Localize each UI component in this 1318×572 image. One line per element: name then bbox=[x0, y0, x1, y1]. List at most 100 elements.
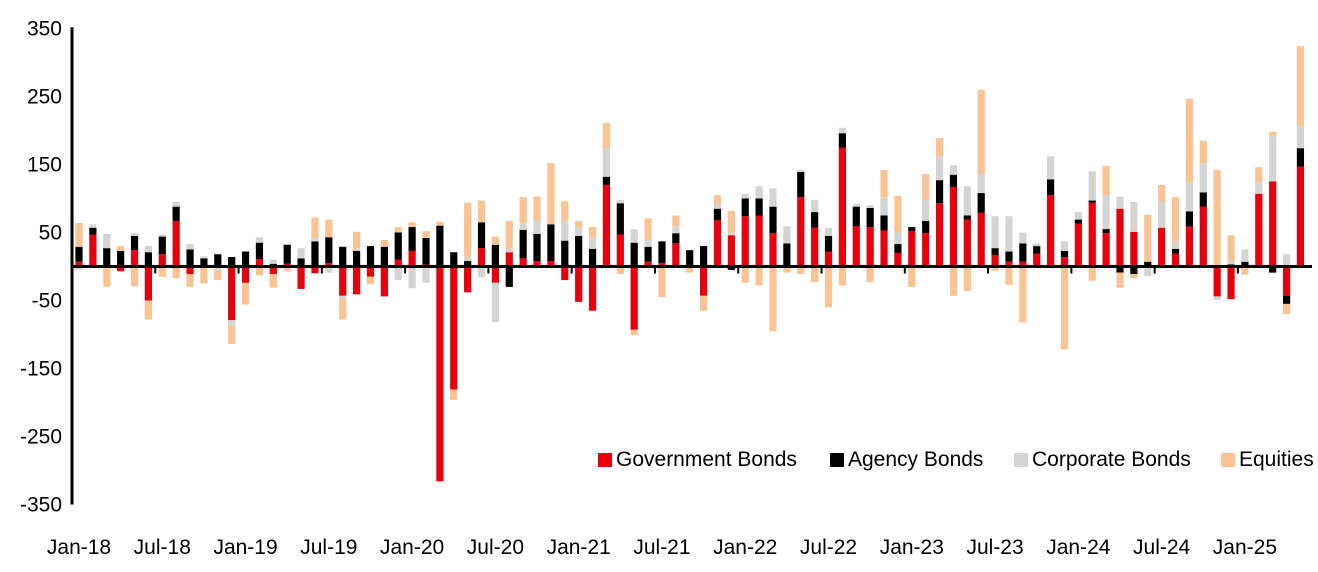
bar-segment-agency-Oct-24 bbox=[1199, 192, 1207, 207]
bar-segment-corporate-Aug-18 bbox=[172, 201, 180, 207]
bar-segment-corporate-Mar-23 bbox=[935, 156, 944, 181]
bar-segment-agency-Mar-23 bbox=[935, 180, 944, 204]
bar-segment-corporate-May-24 bbox=[1130, 201, 1138, 232]
bar-segment-corporate-Apr-24 bbox=[1116, 196, 1124, 209]
bar-segment-government-Aug-20 bbox=[505, 252, 513, 267]
bar-segment-corporate-Mar-18 bbox=[103, 233, 111, 249]
bar-segment-equities-Feb-21 bbox=[588, 227, 597, 238]
bar-segment-agency-Jul-18 bbox=[158, 236, 166, 255]
bar-segment-government-Jan-20 bbox=[408, 250, 416, 267]
bar-segment-agency-Dec-19 bbox=[394, 232, 402, 260]
bar-segment-corporate-Oct-22 bbox=[866, 205, 874, 209]
bar-segment-corporate-Apr-21 bbox=[616, 199, 624, 204]
bar-segment-corporate-May-23 bbox=[963, 186, 971, 216]
bar-segment-agency-Apr-18 bbox=[117, 250, 125, 267]
bar-segment-equities-Jun-18 bbox=[144, 300, 152, 320]
bar-segment-equities-May-25 bbox=[1296, 46, 1305, 127]
x-axis-label: Jan-19 bbox=[213, 536, 277, 559]
bar-segment-government-Mar-23 bbox=[935, 203, 944, 267]
bar-segment-agency-Jan-21 bbox=[575, 235, 583, 267]
y-axis-label: 350 bbox=[27, 18, 62, 41]
bar-segment-government-Jun-21 bbox=[644, 261, 652, 267]
bar-segment-agency-May-19 bbox=[297, 258, 305, 267]
legend-label-agency: Agency Bonds bbox=[848, 448, 983, 471]
bar-segment-equities-Jul-21 bbox=[658, 266, 666, 298]
bar-segment-corporate-Feb-20 bbox=[422, 266, 430, 283]
bar-segment-equities-Jan-20 bbox=[408, 222, 416, 228]
bar-segment-equities-Mar-25 bbox=[1269, 131, 1277, 136]
bar-segment-corporate-Jul-23 bbox=[991, 216, 999, 249]
bar-segment-corporate-Apr-23 bbox=[949, 165, 958, 175]
bar-segment-equities-Dec-22 bbox=[894, 195, 902, 233]
bar-segment-government-Jul-23 bbox=[991, 254, 999, 267]
bar-segment-government-Feb-23 bbox=[922, 233, 930, 267]
bar-segment-corporate-Aug-21 bbox=[672, 226, 680, 234]
bar-segment-government-Apr-23 bbox=[949, 186, 958, 267]
bar-segment-government-Feb-19 bbox=[255, 259, 264, 267]
bar-segment-agency-Oct-20 bbox=[533, 233, 541, 262]
bar-segment-agency-Feb-19 bbox=[255, 242, 264, 260]
bar-segment-government-Oct-22 bbox=[866, 227, 874, 267]
bar-segment-government-Feb-18 bbox=[89, 234, 97, 267]
bar-segment-corporate-Feb-22 bbox=[755, 186, 763, 199]
bar-segment-equities-Aug-20 bbox=[505, 220, 513, 249]
bar-segment-equities-Oct-20 bbox=[533, 196, 541, 221]
bar-segment-agency-Jan-22 bbox=[741, 198, 749, 217]
bar-segment-corporate-Jun-21 bbox=[644, 239, 652, 247]
bar-segment-equities-Dec-21 bbox=[727, 210, 735, 233]
bar-segment-equities-Mar-22 bbox=[769, 266, 777, 332]
bar-segment-government-May-19 bbox=[297, 266, 305, 289]
bar-segment-corporate-Sep-20 bbox=[519, 222, 527, 230]
bar-segment-agency-Jan-25 bbox=[1241, 261, 1249, 267]
bar-segment-government-Oct-21 bbox=[700, 266, 708, 296]
bar-segment-equities-Apr-19 bbox=[283, 266, 291, 271]
bar-segment-government-Apr-25 bbox=[1282, 266, 1291, 296]
x-axis-label: Jan-18 bbox=[47, 536, 111, 559]
bar-segment-corporate-Jul-24 bbox=[1158, 201, 1166, 228]
y-axis-label: -150 bbox=[20, 358, 62, 381]
bar-segment-corporate-Feb-24 bbox=[1088, 171, 1096, 201]
bar-segment-corporate-Aug-19 bbox=[339, 295, 347, 300]
bar-segment-equities-Jul-18 bbox=[158, 266, 166, 277]
bar-segment-agency-May-25 bbox=[1296, 148, 1305, 167]
bar-segment-corporate-Mar-24 bbox=[1102, 195, 1110, 230]
bar-segment-agency-Jul-23 bbox=[991, 248, 999, 255]
legend-swatch-government-icon bbox=[598, 453, 612, 467]
bar-segment-government-Jul-19 bbox=[325, 263, 333, 267]
bar-segment-equities-Apr-22 bbox=[783, 266, 791, 273]
bar-segment-corporate-May-22 bbox=[797, 169, 805, 172]
bar-segment-corporate-Sep-23 bbox=[1019, 232, 1027, 244]
bar-segment-equities-Oct-24 bbox=[1199, 140, 1207, 164]
bar-segment-corporate-Feb-21 bbox=[588, 237, 597, 249]
bar-segment-government-Aug-18 bbox=[172, 220, 180, 267]
bar-segment-corporate-Jan-22 bbox=[741, 193, 749, 199]
legend-swatch-equities-icon bbox=[1221, 453, 1235, 467]
bar-segment-corporate-May-20 bbox=[464, 256, 472, 262]
bar-segment-government-Feb-25 bbox=[1255, 193, 1263, 267]
x-axis-label: Jan-24 bbox=[1046, 536, 1111, 559]
bar-segment-agency-Jun-19 bbox=[311, 241, 319, 267]
bar-segment-corporate-Mar-19 bbox=[269, 259, 277, 264]
bar-segment-government-Jan-23 bbox=[908, 231, 916, 267]
bar-segment-government-Jun-20 bbox=[477, 248, 486, 267]
bar-segment-government-Dec-24 bbox=[1227, 266, 1235, 300]
bar-segment-government-May-23 bbox=[963, 219, 971, 267]
y-axis-label: -250 bbox=[20, 426, 62, 449]
bar-segment-corporate-Sep-18 bbox=[186, 244, 194, 250]
bar-segment-government-Apr-18 bbox=[117, 266, 125, 272]
x-axis-label: Jul-21 bbox=[633, 536, 690, 559]
bar-segment-government-Jun-23 bbox=[977, 212, 985, 267]
bar-segment-government-Apr-21 bbox=[616, 234, 624, 267]
bar-segment-corporate-Feb-18 bbox=[89, 224, 97, 228]
bar-segment-government-Dec-21 bbox=[727, 235, 735, 267]
bar-segment-agency-May-24 bbox=[1130, 266, 1138, 274]
bar-segment-agency-Oct-22 bbox=[866, 208, 874, 228]
bar-segment-equities-Mar-24 bbox=[1102, 165, 1110, 196]
bar-segment-equities-Jul-22 bbox=[824, 266, 833, 308]
bar-segment-equities-Oct-18 bbox=[200, 266, 208, 284]
bar-segment-agency-Jul-21 bbox=[658, 241, 666, 264]
bar-segment-corporate-Oct-18 bbox=[200, 256, 208, 259]
bar-segment-corporate-Nov-21 bbox=[713, 205, 722, 209]
y-axis-label: -350 bbox=[20, 494, 62, 517]
bar-segment-equities-Jun-19 bbox=[311, 217, 319, 238]
